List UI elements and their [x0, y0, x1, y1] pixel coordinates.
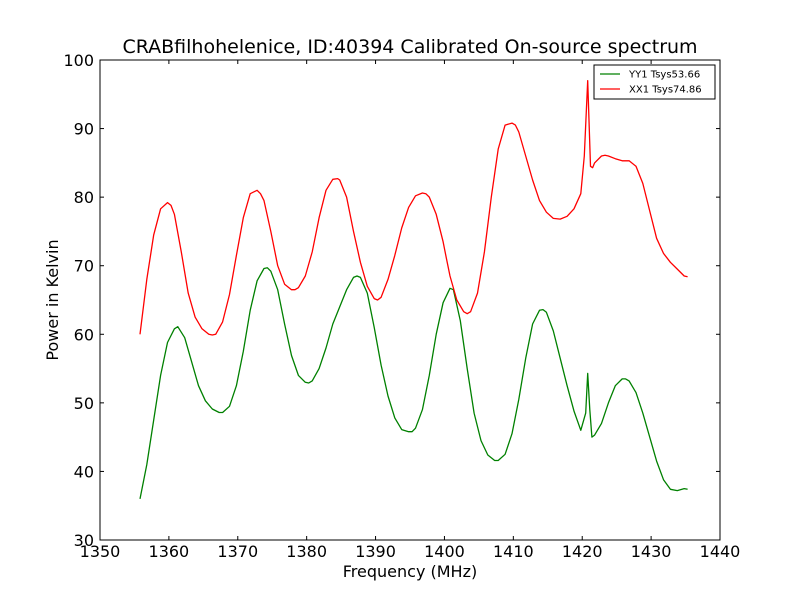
legend: YY1 Tsys53.66 XX1 Tsys74.86	[593, 64, 716, 100]
y-tick-label: 50	[74, 394, 94, 413]
x-axis-label: Frequency (MHz)	[343, 562, 477, 581]
x-tick-label: 1430	[631, 542, 672, 561]
y-tick-label: 60	[74, 325, 94, 344]
ticks-layer: 1350 1360 1370 1380 1390 1400 1410 1420 1430 1440…	[63, 51, 740, 561]
legend-box	[593, 64, 716, 100]
x-tick-label: 1370	[217, 542, 258, 561]
y-axis-label: Power in Kelvin	[43, 239, 62, 360]
legend-label-xx1: XX1 Tsys74.86	[629, 85, 702, 96]
x-tick-label: 1400	[424, 542, 465, 561]
legend-label-yy1: YY1 Tsys53.66	[628, 70, 700, 81]
y-tick-label: 90	[74, 120, 94, 139]
x-tick-label: 1380	[286, 542, 327, 561]
y-tick-label: 30	[74, 531, 94, 550]
series-line-yy1	[139, 267, 688, 500]
x-tick-label: 1440	[700, 542, 741, 561]
x-tick-label: 1350	[80, 542, 121, 561]
y-tick-label: 100	[63, 51, 94, 70]
series-line-xx1	[139, 79, 688, 336]
y-tick-label: 70	[74, 257, 94, 276]
series-layer	[139, 79, 688, 500]
x-tick-label: 1420	[562, 542, 603, 561]
x-tick-label: 1410	[493, 542, 534, 561]
plot-frame	[99, 59, 721, 541]
chart-title: CRABfilhohelenice, ID:40394 Calibrated O…	[122, 36, 697, 58]
x-tick-label: 1390	[355, 542, 396, 561]
y-tick-label: 80	[74, 188, 94, 207]
x-tick-label: 1360	[149, 542, 190, 561]
y-tick-label: 40	[74, 462, 94, 481]
